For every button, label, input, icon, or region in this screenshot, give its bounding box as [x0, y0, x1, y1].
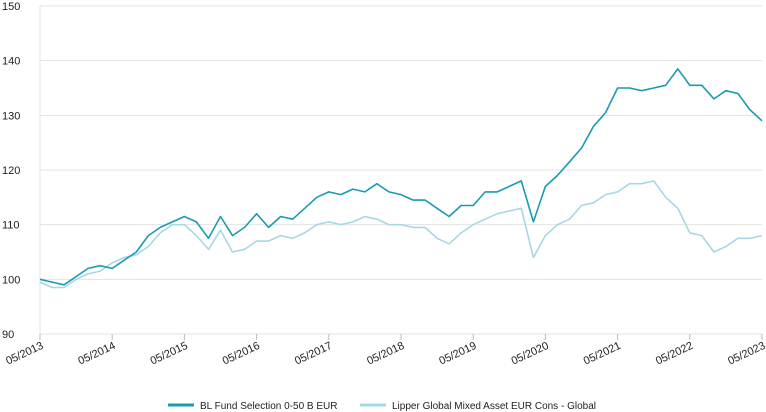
x-tick-label: 05/2017 [293, 340, 334, 368]
y-tick-label: 90 [2, 329, 14, 341]
y-tick-label: 110 [2, 220, 20, 232]
x-tick-label: 05/2023 [726, 340, 766, 368]
x-tick-label: 05/2022 [654, 340, 695, 368]
y-tick-label: 120 [2, 165, 20, 177]
y-tick-label: 100 [2, 274, 20, 286]
legend-label: Lipper Global Mixed Asset EUR Cons - Glo… [392, 401, 596, 412]
x-tick-label: 05/2015 [149, 340, 190, 368]
x-tick-label: 05/2018 [365, 340, 406, 368]
x-tick-label: 05/2019 [437, 340, 478, 368]
x-tick-label: 05/2021 [582, 340, 623, 368]
legend-label: BL Fund Selection 0-50 B EUR [200, 401, 337, 412]
x-tick-label: 05/2013 [4, 340, 45, 368]
x-tick-label: 05/2020 [510, 340, 551, 368]
x-tick-label: 05/2014 [76, 340, 117, 368]
y-tick-label: 150 [2, 1, 20, 13]
x-tick-label: 05/2016 [221, 340, 262, 368]
y-tick-label: 130 [2, 110, 20, 122]
series-line [39, 180, 763, 289]
series-line [39, 68, 763, 286]
y-tick-label: 140 [2, 56, 20, 68]
